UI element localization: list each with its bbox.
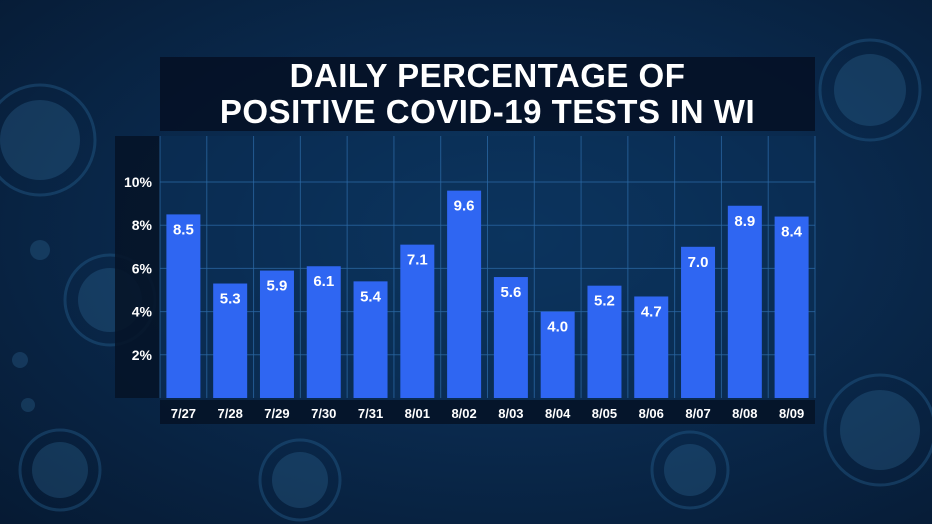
value-label: 7.0 — [688, 254, 709, 271]
x-tick-label: 8/04 — [545, 406, 571, 421]
value-label: 5.2 — [594, 293, 615, 310]
bar-8-09 — [774, 216, 809, 398]
y-tick-label: 10% — [124, 174, 153, 190]
x-tick-label: 8/05 — [592, 406, 617, 421]
bar-8-01 — [400, 244, 435, 398]
chart-title-line-1: DAILY PERCENTAGE OF — [289, 57, 686, 94]
y-tick-label: 6% — [132, 260, 153, 276]
value-label: 5.3 — [220, 291, 241, 308]
value-label: 4.0 — [547, 319, 568, 336]
y-tick-label: 2% — [132, 347, 153, 363]
x-tick-label: 8/09 — [779, 406, 804, 421]
y-axis-panel — [115, 136, 160, 398]
bar-8-04 — [540, 311, 575, 398]
value-label: 6.1 — [313, 273, 334, 290]
value-label: 5.6 — [500, 284, 521, 301]
value-label: 5.9 — [267, 278, 288, 295]
value-label: 9.6 — [454, 198, 475, 215]
y-tick-label: 8% — [132, 217, 153, 233]
chart-title: DAILY PERCENTAGE OF POSITIVE COVID-19 TE… — [160, 57, 815, 131]
x-tick-label: 7/30 — [311, 406, 336, 421]
bar-8-03 — [493, 277, 528, 398]
bar-7-28 — [213, 283, 248, 398]
bar-8-06 — [634, 296, 669, 398]
x-tick-label: 8/08 — [732, 406, 757, 421]
x-tick-label: 8/01 — [405, 406, 430, 421]
bar-7-30 — [306, 266, 341, 398]
bars — [166, 190, 809, 398]
x-tick-label: 8/03 — [498, 406, 523, 421]
bar-8-05 — [587, 285, 622, 398]
chart-title-line-2: POSITIVE COVID-19 TESTS IN WI — [219, 93, 756, 130]
x-tick-label: 7/31 — [358, 406, 383, 421]
value-label: 8.5 — [173, 221, 194, 238]
bar-8-07 — [681, 246, 716, 398]
x-tick-label: 8/06 — [639, 406, 664, 421]
x-tick-label: 8/07 — [685, 406, 710, 421]
y-tick-label: 4% — [132, 304, 153, 320]
bar-7-31 — [353, 281, 388, 398]
value-label: 8.9 — [734, 213, 755, 230]
bar-7-29 — [259, 270, 294, 398]
value-label: 4.7 — [641, 303, 662, 320]
bar-8-02 — [447, 190, 482, 398]
x-tick-label: 7/27 — [171, 406, 196, 421]
x-tick-labels: 7/27 7/28 7/29 7/30 7/31 8/01 8/02 8/03 8/04 8/05… — [171, 406, 805, 421]
value-label: 7.1 — [407, 252, 428, 269]
bar-8-08 — [727, 205, 762, 398]
y-tick-labels: 2% 4% 6% 8% 10% — [124, 174, 153, 363]
x-tick-label: 7/29 — [264, 406, 289, 421]
x-axis-panel — [160, 400, 815, 424]
value-label: 8.4 — [781, 224, 803, 241]
x-tick-label: 7/28 — [218, 406, 243, 421]
value-label: 5.4 — [360, 288, 382, 305]
value-labels: 8.5 5.3 5.9 6.1 5.4 7.1 9.6 5.6 4.0 5.2 4.7 7.0 8.9 8… — [173, 198, 803, 336]
bar-7-27 — [166, 214, 201, 398]
x-tick-label: 8/02 — [451, 406, 476, 421]
